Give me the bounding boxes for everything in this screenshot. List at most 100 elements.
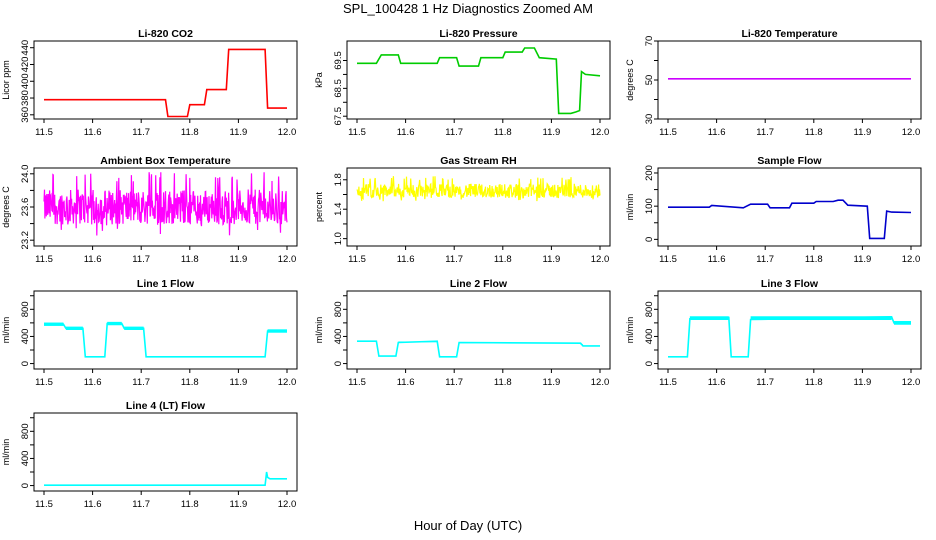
y-tick-label: 30	[644, 114, 655, 125]
x-tick-label: 11.5	[35, 377, 53, 388]
x-tick-label: 11.5	[35, 127, 53, 138]
y-tick-label: 50	[644, 75, 655, 86]
x-tick-label: 11.9	[230, 254, 248, 265]
panel-frame	[346, 167, 611, 247]
y-axis-label: ml/min	[314, 317, 324, 344]
x-tick-label: 11.8	[494, 127, 512, 138]
series-noise-band	[893, 321, 911, 325]
x-tick-label: 11.8	[181, 499, 199, 510]
panel-title: Line 1 Flow	[137, 278, 195, 290]
series-line	[357, 340, 600, 358]
x-tick-label: 11.8	[181, 377, 199, 388]
y-axis-label: ml/min	[1, 317, 11, 344]
x-tick-label: 11.5	[348, 377, 366, 388]
y-tick-label: 24.0	[20, 165, 31, 184]
y-tick-label: 400	[20, 73, 31, 89]
panel-title: Li-820 Pressure	[439, 28, 517, 40]
x-tick-label: 11.6	[708, 127, 726, 138]
x-tick-label: 12.0	[591, 254, 610, 265]
series-noise-band	[124, 326, 144, 330]
x-tick-label: 11.9	[543, 127, 561, 138]
x-tick-label: 12.0	[591, 127, 610, 138]
y-tick-label: 100	[644, 198, 655, 214]
panel-title: Gas Stream RH	[440, 155, 516, 167]
x-tick-label: 11.6	[708, 377, 726, 388]
x-tick-label: 11.7	[132, 254, 150, 265]
y-tick-label: 1.0	[333, 232, 344, 245]
series-noise-band	[580, 344, 583, 345]
y-tick-label: 360	[20, 107, 31, 123]
series-line	[357, 47, 601, 115]
x-tick-label: 12.0	[902, 254, 921, 265]
series-noise-band	[459, 342, 581, 344]
y-tick-label: 69.5	[333, 51, 344, 70]
y-tick-label: 0	[333, 361, 344, 366]
x-tick-label: 11.6	[84, 127, 102, 138]
x-tick-label: 11.9	[543, 254, 561, 265]
y-tick-label: 67.5	[333, 107, 344, 126]
x-tick-label: 11.6	[708, 254, 726, 265]
panel-title: Ambient Box Temperature	[100, 155, 231, 167]
y-axis-label: kPa	[314, 72, 324, 88]
page-title: SPL_100428 1 Hz Diagnostics Zoomed AM	[342, 1, 594, 16]
y-tick-label: 400	[644, 329, 655, 345]
panel-title: Line 3 Flow	[761, 278, 819, 290]
y-tick-label: 400	[20, 329, 31, 345]
series-line	[44, 471, 287, 486]
x-tick-label: 12.0	[278, 127, 297, 138]
y-axis-label: ml/min	[625, 194, 635, 221]
series-noise-band	[582, 345, 600, 347]
panel-frame	[657, 290, 922, 370]
y-tick-label: 1.4	[333, 203, 344, 216]
panel-4: Ambient Box Temperature degrees C 23.2 23.6…	[1, 155, 298, 265]
series-noise-band	[44, 322, 64, 326]
x-tick-label: 11.8	[181, 254, 199, 265]
y-tick-label: 200	[644, 165, 655, 181]
x-tick-label: 12.0	[278, 254, 297, 265]
panel-frame	[33, 290, 298, 370]
panel-2: Li-820 Pressure kPa 67.5 68.5 69.5 11.5 11.6 11…	[314, 28, 611, 138]
panel-9: Line 3 Flow ml/min 0 400 800 11.5 11.6 11.7 11.8…	[625, 278, 922, 388]
x-tick-label: 12.0	[278, 499, 297, 510]
series-line	[668, 315, 911, 358]
x-tick-label: 11.9	[230, 127, 248, 138]
x-tick-label: 11.6	[397, 127, 415, 138]
x-tick-label: 11.9	[230, 499, 248, 510]
series-line	[44, 48, 287, 118]
panel-frame	[346, 40, 611, 120]
y-tick-label: 400	[333, 329, 344, 345]
x-tick-label: 11.6	[84, 499, 102, 510]
x-tick-label: 11.7	[756, 377, 774, 388]
y-tick-label: 0	[644, 361, 655, 366]
series-line	[668, 199, 912, 240]
y-tick-label: 70	[644, 36, 655, 47]
series-noise-band	[107, 321, 122, 326]
y-tick-label: 23.6	[20, 198, 31, 217]
x-tick-label: 11.7	[445, 254, 463, 265]
x-tick-label: 11.8	[181, 127, 199, 138]
panel-title: Line 2 Flow	[450, 278, 508, 290]
x-tick-label: 11.6	[84, 377, 102, 388]
x-tick-label: 11.9	[230, 377, 248, 388]
x-tick-label: 11.8	[805, 127, 823, 138]
x-tick-label: 11.9	[854, 127, 872, 138]
y-tick-label: 0	[644, 237, 655, 242]
x-tick-label: 11.6	[84, 254, 102, 265]
x-tick-label: 11.9	[543, 377, 561, 388]
y-axis-label: ml/min	[625, 317, 635, 344]
panel-frame	[657, 167, 922, 247]
series-noise-band	[398, 341, 438, 343]
x-tick-label: 11.5	[35, 254, 53, 265]
y-axis-label: Licor ppm	[1, 60, 11, 100]
x-tick-label: 11.6	[397, 377, 415, 388]
panel-title: Line 4 (LT) Flow	[126, 400, 206, 412]
panel-7: Line 1 Flow ml/min 0 400 800 11.5 11.6 11.7 11.8…	[1, 278, 298, 388]
y-tick-label: 800	[644, 301, 655, 317]
x-tick-label: 11.5	[659, 377, 677, 388]
y-tick-label: 440	[20, 40, 31, 56]
y-tick-label: 23.2	[20, 231, 31, 250]
x-tick-label: 11.7	[445, 127, 463, 138]
x-tick-label: 12.0	[902, 377, 921, 388]
